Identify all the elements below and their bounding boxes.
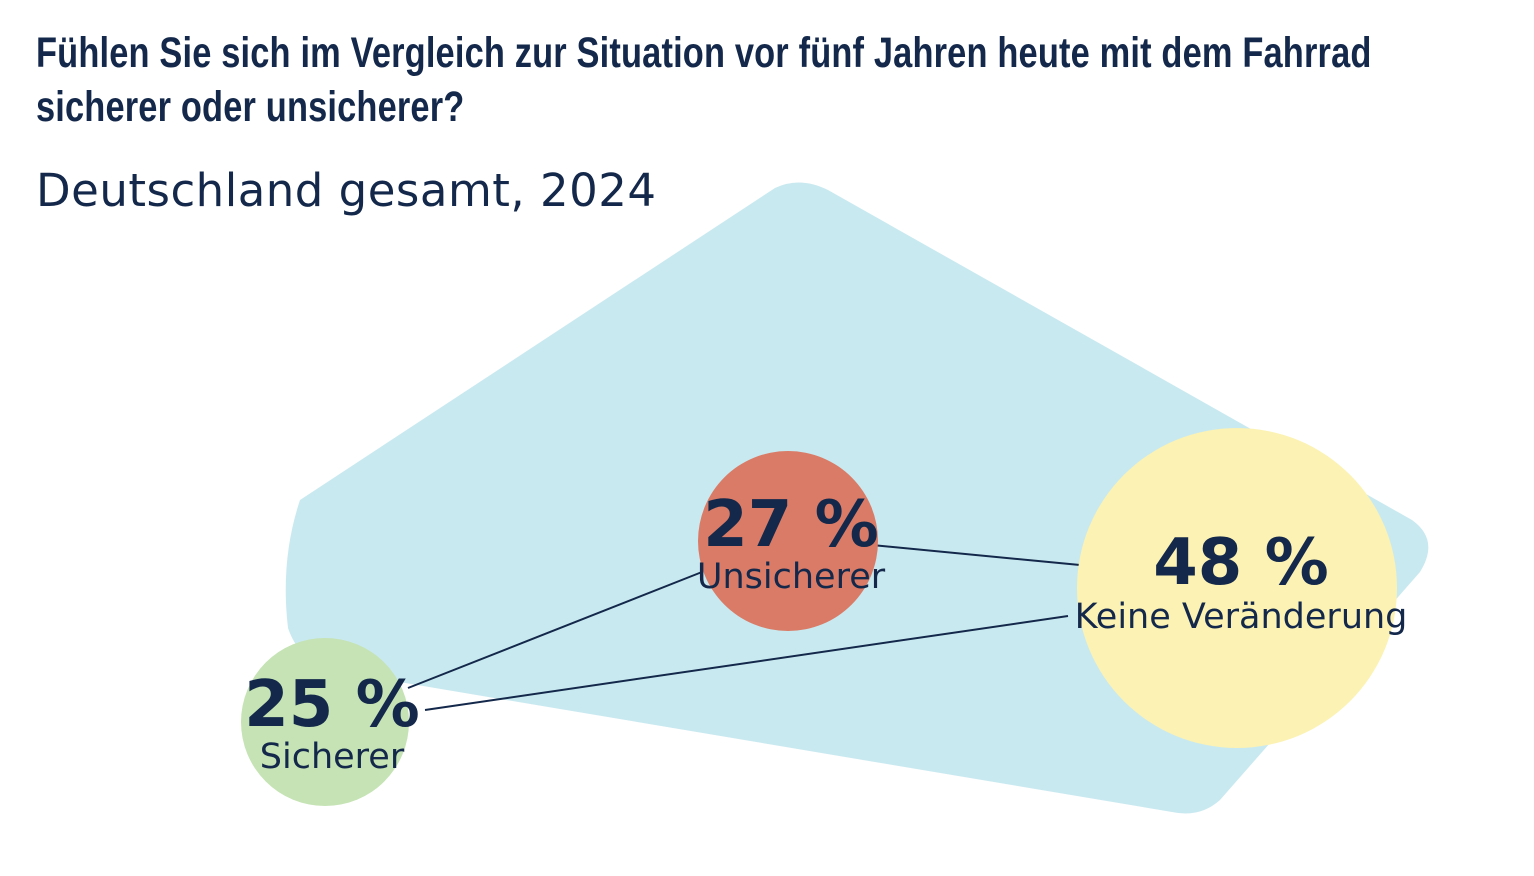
connector-sicherer-unsicherer — [407, 571, 703, 689]
value-label-keine-veraenderung: 48 % — [1153, 526, 1328, 600]
value-label-unsicherer: 27 % — [703, 488, 878, 562]
connector-unsicherer-keine-veraenderung — [871, 544, 1081, 566]
bubble-keine-veraenderung — [1077, 428, 1397, 748]
category-label-unsicherer: Unsicherer — [697, 557, 886, 597]
value-label-sicherer: 25 % — [244, 668, 419, 742]
connector-sicherer-keine-veraenderung — [424, 615, 1069, 711]
chart-title: Fühlen Sie sich im Vergleich zur Situati… — [36, 29, 1372, 131]
bubble-unsicherer — [698, 451, 878, 631]
bubble-sicherer — [241, 638, 409, 806]
chart-subtitle: Deutschland gesamt, 2024 — [36, 164, 657, 217]
category-label-keine-veraenderung: Keine Veränderung — [1075, 597, 1408, 637]
category-label-sicherer: Sicherer — [260, 737, 405, 777]
connector-lines — [407, 544, 1081, 711]
